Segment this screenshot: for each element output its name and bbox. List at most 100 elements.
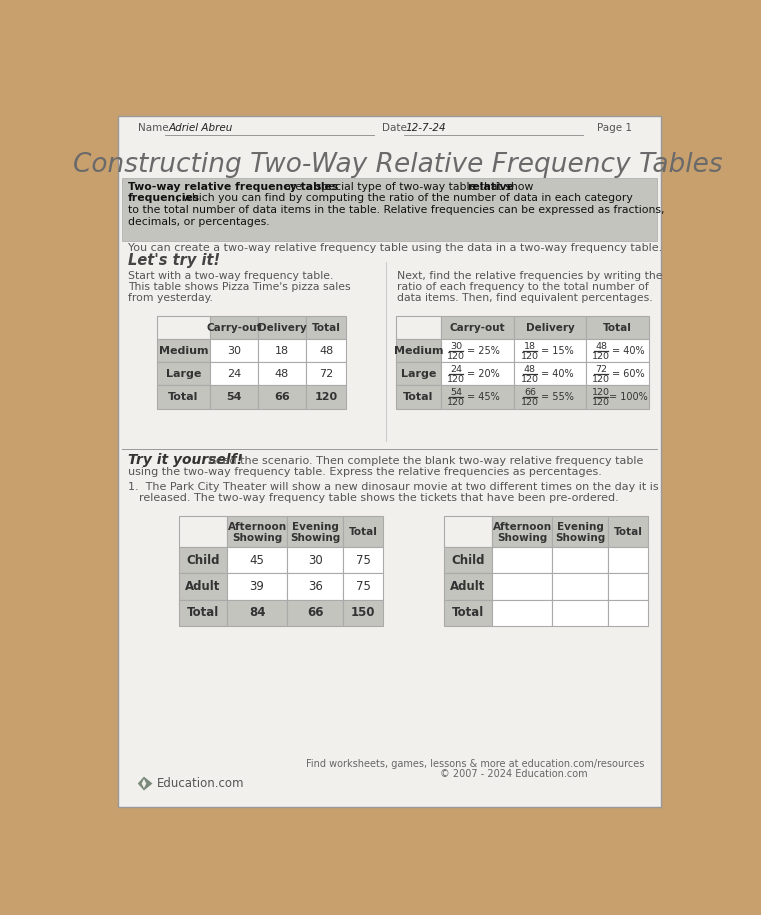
Text: You can create a two-way relative frequency table using the data in a two-way fr: You can create a two-way relative freque…	[128, 242, 662, 253]
Bar	[343, 516, 384, 547]
Bar	[157, 339, 210, 362]
Bar	[586, 385, 649, 409]
Text: data items. Then, find equivalent percentages.: data items. Then, find equivalent percen…	[397, 293, 653, 303]
Text: 36: 36	[307, 580, 323, 593]
Text: 48: 48	[275, 369, 289, 379]
Text: 72: 72	[595, 365, 607, 374]
Bar	[586, 362, 649, 385]
Text: using the two-way frequency table. Express the relative frequencies as percentag: using the two-way frequency table. Expre…	[128, 467, 601, 477]
Text: Total: Total	[614, 527, 643, 537]
Text: = 20%: = 20%	[467, 369, 500, 379]
Bar	[157, 362, 210, 385]
Bar	[514, 385, 586, 409]
Text: 75: 75	[356, 580, 371, 593]
Text: relative: relative	[467, 182, 514, 192]
Bar	[441, 362, 514, 385]
Text: decimals, or percentages.: decimals, or percentages.	[128, 217, 269, 227]
Text: Medium: Medium	[159, 346, 209, 356]
Text: © 2007 - 2024 Education.com: © 2007 - 2024 Education.com	[440, 769, 587, 779]
Bar	[258, 385, 306, 409]
Bar	[210, 317, 258, 339]
Bar	[210, 385, 258, 409]
Bar	[258, 317, 306, 339]
Bar	[343, 574, 384, 599]
Bar	[288, 574, 343, 599]
Text: = 40%: = 40%	[541, 369, 573, 379]
Bar	[608, 516, 648, 547]
Text: 120: 120	[447, 375, 465, 383]
Bar	[608, 599, 648, 626]
Bar	[441, 339, 514, 362]
Text: 75: 75	[356, 554, 371, 566]
Bar	[514, 317, 586, 339]
Bar	[179, 574, 227, 599]
Text: are a special type of two-way table that show: are a special type of two-way table that…	[281, 182, 537, 192]
Text: Total: Total	[603, 323, 632, 333]
Text: 120: 120	[592, 398, 610, 407]
Bar	[179, 599, 227, 626]
Text: Large: Large	[400, 369, 436, 379]
Bar	[608, 574, 648, 599]
Text: 120: 120	[521, 375, 539, 383]
Bar	[396, 339, 441, 362]
Bar	[444, 574, 492, 599]
Text: Education.com: Education.com	[157, 777, 244, 790]
Text: Evening: Evening	[291, 522, 339, 533]
Bar	[586, 317, 649, 339]
Text: 54: 54	[226, 392, 241, 402]
Bar	[288, 547, 343, 574]
Bar	[306, 385, 346, 409]
Bar	[444, 547, 492, 574]
Text: 120: 120	[521, 398, 539, 407]
Text: 18: 18	[524, 341, 536, 350]
Bar	[514, 339, 586, 362]
Bar	[492, 574, 552, 599]
Text: 120: 120	[314, 392, 338, 402]
Text: Page 1: Page 1	[597, 124, 632, 134]
Text: Read the scenario. Then complete the blank two-way relative frequency table: Read the scenario. Then complete the bla…	[205, 456, 644, 466]
Bar	[396, 362, 441, 385]
Bar	[306, 339, 346, 362]
Bar	[552, 547, 608, 574]
Text: Carry-out: Carry-out	[206, 323, 262, 333]
Text: 66: 66	[524, 388, 536, 397]
Bar	[123, 178, 657, 241]
Text: = 60%: = 60%	[612, 369, 645, 379]
Bar	[441, 317, 514, 339]
Text: Medium: Medium	[393, 346, 443, 356]
Bar	[492, 547, 552, 574]
Text: released. The two-way frequency table shows the tickets that have been pre-order: released. The two-way frequency table sh…	[139, 493, 619, 503]
Bar	[227, 574, 288, 599]
Text: 30: 30	[227, 346, 240, 356]
Bar	[306, 362, 346, 385]
Text: 120: 120	[592, 351, 610, 361]
Text: , which you can find by computing the ratio of the number of data in each catego: , which you can find by computing the ra…	[177, 193, 633, 203]
Bar	[306, 317, 346, 339]
Text: 120: 120	[521, 351, 539, 361]
Bar	[343, 547, 384, 574]
Text: frequencies: frequencies	[128, 193, 200, 203]
Text: Try it yourself!: Try it yourself!	[128, 453, 243, 467]
Bar	[157, 317, 210, 339]
Text: 120: 120	[447, 398, 465, 407]
Text: 24: 24	[451, 365, 462, 374]
Text: Showing: Showing	[232, 533, 282, 543]
Text: 84: 84	[249, 606, 266, 619]
Text: 39: 39	[250, 580, 265, 593]
Text: Let's try it!: Let's try it!	[128, 253, 220, 268]
Bar	[552, 516, 608, 547]
Bar	[258, 362, 306, 385]
Text: Adult: Adult	[185, 580, 221, 593]
Bar	[210, 339, 258, 362]
Text: 66: 66	[274, 392, 290, 402]
Text: = 15%: = 15%	[540, 346, 573, 356]
Bar	[396, 385, 441, 409]
Bar	[441, 385, 514, 409]
Bar	[258, 339, 306, 362]
Bar	[210, 362, 258, 385]
Text: Total: Total	[403, 392, 434, 402]
Text: 30: 30	[451, 341, 463, 350]
Text: Date: Date	[382, 124, 406, 134]
Text: Adriel Abreu: Adriel Abreu	[169, 124, 233, 134]
Bar	[492, 599, 552, 626]
